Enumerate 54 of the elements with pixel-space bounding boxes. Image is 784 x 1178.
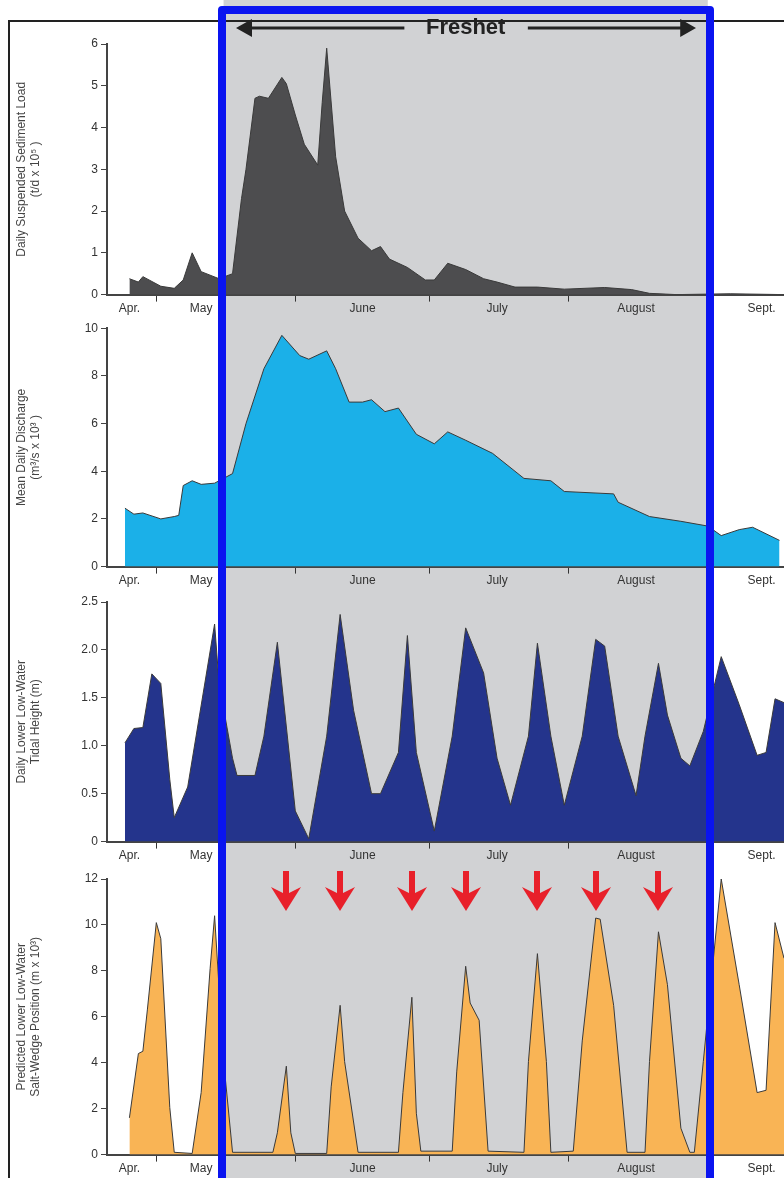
x-tick-label: Sept. bbox=[747, 573, 776, 588]
y-tick-label: 2 bbox=[91, 1100, 99, 1115]
x-tick-label: Sept. bbox=[747, 301, 776, 316]
y-tick-label: 2.5 bbox=[81, 594, 99, 609]
x-tick-label: Apr. bbox=[118, 573, 141, 588]
y-axis-title: Daily Lower Low-Water Tidal Height (m) bbox=[13, 660, 42, 784]
y-tick-label: 3 bbox=[91, 161, 99, 176]
x-tick-label: July bbox=[486, 848, 508, 863]
y-tick-label: 1.5 bbox=[81, 690, 99, 705]
y-tick-label: 8 bbox=[91, 368, 99, 383]
y-tick-label: 6 bbox=[91, 415, 99, 430]
y-tick-label: 0 bbox=[91, 286, 99, 301]
x-tick-label: August bbox=[617, 848, 656, 863]
x-tick-label: Apr. bbox=[118, 848, 141, 863]
x-tick-label: June bbox=[349, 573, 376, 588]
x-tick-label: June bbox=[349, 301, 376, 316]
x-tick-label: Apr. bbox=[118, 1161, 141, 1176]
y-tick-label: 1.0 bbox=[81, 738, 99, 753]
y-tick-label: 4 bbox=[91, 1055, 99, 1070]
x-tick-label: July bbox=[486, 1161, 508, 1176]
y-tick-label: 2 bbox=[91, 511, 99, 526]
y-tick-label: 0 bbox=[91, 1146, 99, 1161]
x-tick-label: June bbox=[349, 1161, 376, 1176]
y-tick-label: 12 bbox=[84, 871, 99, 886]
y-tick-label: 1 bbox=[91, 245, 99, 260]
y-tick-label: 2 bbox=[91, 203, 99, 218]
x-tick-label: Sept. bbox=[747, 848, 776, 863]
x-tick-label: July bbox=[486, 573, 508, 588]
y-tick-label: 4 bbox=[91, 463, 99, 478]
y-tick-label: 0.5 bbox=[81, 785, 99, 800]
y-tick-label: 10 bbox=[84, 917, 99, 932]
y-tick-label: 10 bbox=[84, 320, 99, 335]
x-tick-label: May bbox=[189, 301, 213, 316]
x-tick-label: August bbox=[617, 573, 656, 588]
x-tick-label: Sept. bbox=[747, 1161, 776, 1176]
y-tick-label: 8 bbox=[91, 963, 99, 978]
x-tick-label: August bbox=[617, 301, 656, 316]
x-tick-label: August bbox=[617, 1161, 656, 1176]
y-axis-title: Mean Daily Discharge (m³/s x 10³ ) bbox=[13, 388, 42, 507]
y-tick-label: 0 bbox=[91, 833, 99, 848]
x-tick-label: May bbox=[189, 1161, 213, 1176]
x-tick-label: May bbox=[189, 573, 213, 588]
y-tick-label: 6 bbox=[91, 1009, 99, 1024]
y-tick-label: 5 bbox=[91, 78, 99, 93]
y-axis-title: Daily Suspended Sediment Load (t/d x 10⁵ ) bbox=[13, 81, 42, 257]
y-axis-title: Predicted Lower Low-Water Salt-Wedge Position (m x 10³) bbox=[13, 936, 42, 1097]
y-tick-label: 2.0 bbox=[81, 642, 99, 657]
y-tick-label: 6 bbox=[91, 36, 99, 51]
y-tick-label: 0 bbox=[91, 558, 99, 573]
x-tick-label: June bbox=[349, 848, 376, 863]
x-tick-label: May bbox=[189, 848, 213, 863]
x-tick-label: Apr. bbox=[118, 301, 141, 316]
x-tick-label: July bbox=[486, 301, 508, 316]
y-tick-label: 4 bbox=[91, 119, 99, 134]
